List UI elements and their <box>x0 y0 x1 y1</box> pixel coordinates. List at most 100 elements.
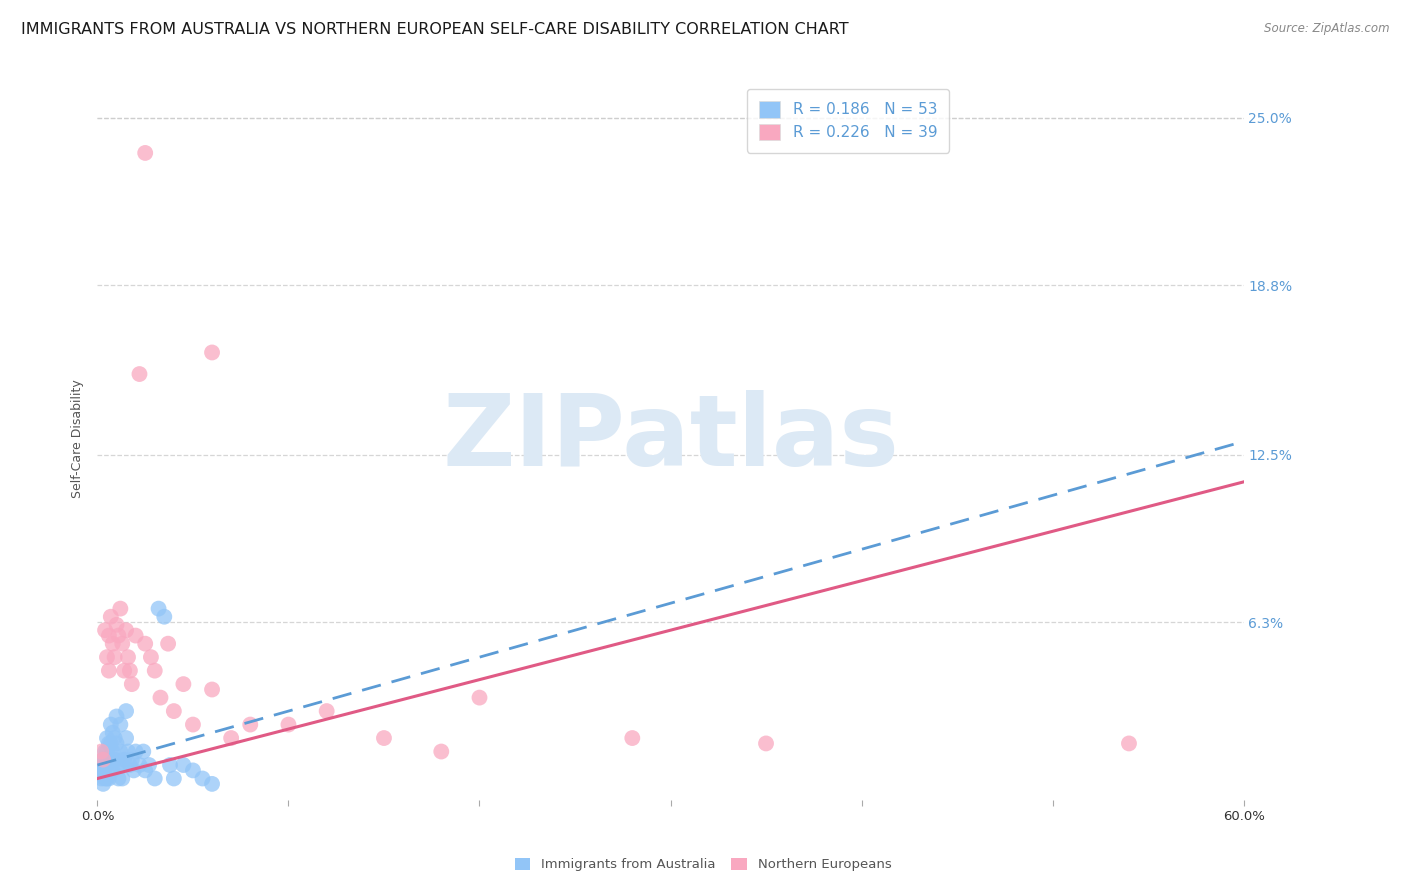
Point <box>121 677 143 691</box>
Point <box>159 758 181 772</box>
Point <box>139 650 162 665</box>
Point <box>94 772 117 786</box>
Point <box>101 725 124 739</box>
Point <box>181 764 204 778</box>
Point <box>105 736 128 750</box>
Point <box>468 690 491 705</box>
Point <box>134 145 156 160</box>
Point <box>172 758 194 772</box>
Point <box>112 753 135 767</box>
Point <box>191 772 214 786</box>
Point <box>97 753 120 767</box>
Point <box>219 731 242 745</box>
Point <box>100 764 122 778</box>
Point <box>94 745 117 759</box>
Point <box>90 745 112 759</box>
Point <box>111 637 134 651</box>
Point <box>96 731 118 745</box>
Point <box>96 758 118 772</box>
Point <box>430 745 453 759</box>
Point <box>181 717 204 731</box>
Point <box>134 764 156 778</box>
Point <box>112 664 135 678</box>
Point <box>89 764 111 778</box>
Point <box>153 609 176 624</box>
Point <box>97 772 120 786</box>
Text: Source: ZipAtlas.com: Source: ZipAtlas.com <box>1264 22 1389 36</box>
Y-axis label: Self-Care Disability: Self-Care Disability <box>72 379 84 498</box>
Point <box>97 629 120 643</box>
Point <box>104 731 127 745</box>
Text: IMMIGRANTS FROM AUSTRALIA VS NORTHERN EUROPEAN SELF-CARE DISABILITY CORRELATION : IMMIGRANTS FROM AUSTRALIA VS NORTHERN EU… <box>21 22 849 37</box>
Point <box>138 758 160 772</box>
Point <box>143 772 166 786</box>
Point <box>115 704 138 718</box>
Point <box>122 764 145 778</box>
Point <box>128 758 150 772</box>
Point <box>104 753 127 767</box>
Point <box>100 717 122 731</box>
Point <box>755 736 778 750</box>
Point <box>128 367 150 381</box>
Point <box>107 629 129 643</box>
Point <box>621 731 644 745</box>
Point <box>107 758 129 772</box>
Point <box>201 777 224 791</box>
Point <box>239 717 262 731</box>
Point <box>90 772 112 786</box>
Point <box>118 664 141 678</box>
Point <box>101 745 124 759</box>
Point <box>110 601 132 615</box>
Point <box>115 623 138 637</box>
Point <box>110 745 132 759</box>
Point <box>277 717 299 731</box>
Point <box>94 758 117 772</box>
Point <box>134 637 156 651</box>
Point <box>149 690 172 705</box>
Legend: Immigrants from Australia, Northern Europeans: Immigrants from Australia, Northern Euro… <box>509 853 897 877</box>
Point <box>111 758 134 772</box>
Point <box>124 629 146 643</box>
Point <box>111 772 134 786</box>
Point <box>172 677 194 691</box>
Point <box>100 609 122 624</box>
Point <box>148 601 170 615</box>
Point <box>91 753 114 767</box>
Point <box>91 777 114 791</box>
Point <box>110 717 132 731</box>
Point <box>115 731 138 745</box>
Point <box>163 704 186 718</box>
Point <box>117 650 139 665</box>
Point <box>91 753 114 767</box>
Point <box>373 731 395 745</box>
Point <box>90 758 112 772</box>
Legend: R = 0.186   N = 53, R = 0.226   N = 39: R = 0.186 N = 53, R = 0.226 N = 39 <box>747 88 949 153</box>
Point <box>315 704 337 718</box>
Point <box>101 637 124 651</box>
Point <box>143 664 166 678</box>
Point <box>117 745 139 759</box>
Point <box>201 682 224 697</box>
Point <box>94 623 117 637</box>
Text: ZIPatlas: ZIPatlas <box>441 391 898 487</box>
Point <box>157 637 180 651</box>
Point <box>97 664 120 678</box>
Point <box>96 650 118 665</box>
Point <box>132 745 155 759</box>
Point <box>118 758 141 772</box>
Point <box>201 345 224 359</box>
Point <box>96 772 118 786</box>
Point <box>91 764 114 778</box>
Point <box>1118 736 1140 750</box>
Point <box>105 709 128 723</box>
Point <box>100 736 122 750</box>
Point <box>97 736 120 750</box>
Point <box>96 745 118 759</box>
Point <box>121 753 143 767</box>
Point <box>104 650 127 665</box>
Point <box>101 764 124 778</box>
Point <box>107 772 129 786</box>
Point <box>105 617 128 632</box>
Point <box>124 745 146 759</box>
Point <box>163 772 186 786</box>
